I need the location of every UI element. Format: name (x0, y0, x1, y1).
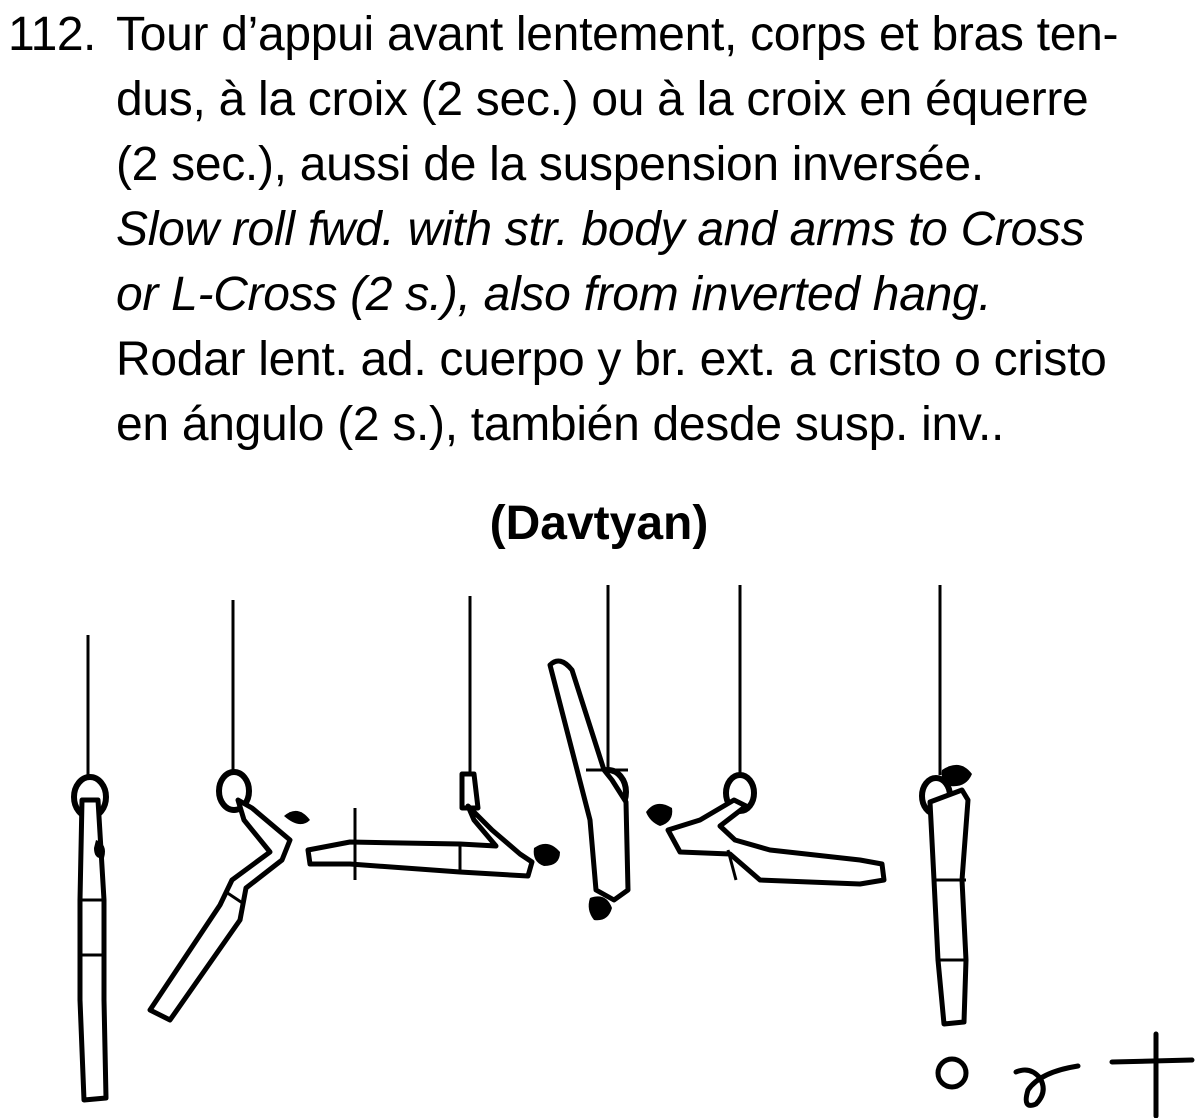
figure-2-roll (147, 600, 310, 1023)
element-name: (Davtyan) (489, 497, 709, 550)
notation-symbols (935, 1031, 1195, 1118)
figure-5-l-cross (646, 585, 887, 887)
cross-symbol (1109, 1031, 1195, 1118)
figure-6-hang (919, 585, 972, 1027)
swirl-symbol (1013, 1063, 1081, 1108)
description-en-line-1: Slow roll fwd. with str. body and arms t… (116, 203, 1085, 256)
description-fr-line-1: Tour d’appui avant lentement, corps et b… (116, 8, 1119, 61)
description-fr-line-3: (2 sec.), aussi de la suspension inversé… (116, 138, 984, 191)
element-number: 112. (8, 8, 96, 61)
figure-1-hang (71, 635, 109, 1103)
description-fr-line-2: dus, à la croix (2 sec.) ou à la croix e… (116, 73, 1089, 126)
element-description: Tour d’appui avant lentement, corps et b… (116, 2, 1198, 457)
description-es-line-2: en ángulo (2 s.), también desde susp. in… (116, 398, 1005, 451)
description-es-line-1: Rodar lent. ad. cuerpo y br. ext. a cris… (116, 333, 1107, 386)
figure-3-cross (305, 596, 560, 880)
circle-symbol (935, 1056, 969, 1090)
description-en-line-2: or L-Cross (2 s.), also from inverted ha… (116, 268, 992, 321)
figure-4-inverted (547, 585, 631, 921)
